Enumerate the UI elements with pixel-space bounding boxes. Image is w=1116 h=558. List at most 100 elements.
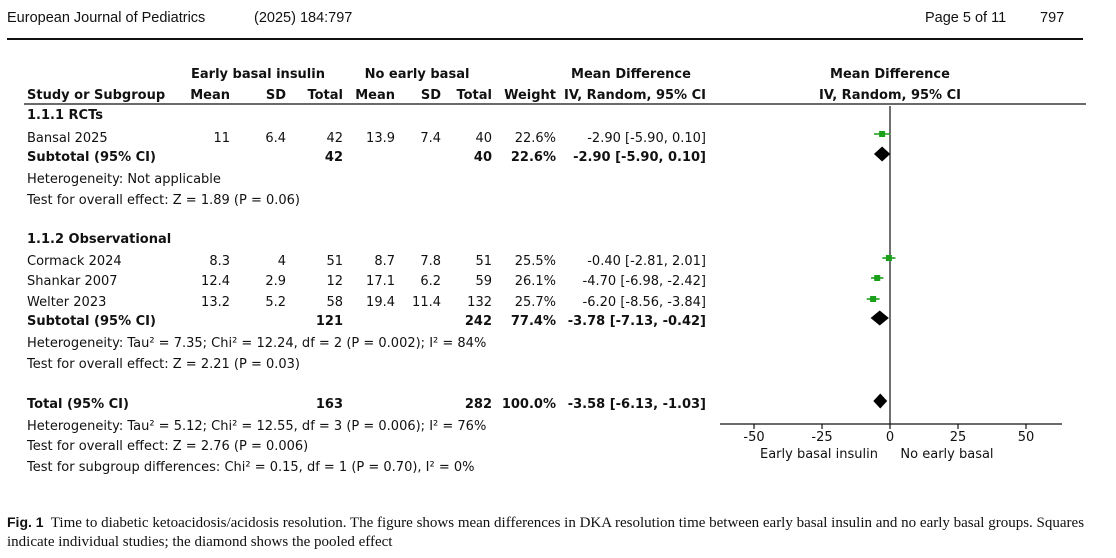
- grand-total-1: 163: [316, 397, 343, 412]
- study-square-marker: [885, 255, 892, 261]
- col-mean-1: Mean: [190, 88, 230, 103]
- subtotal-weight: 22.6%: [511, 150, 556, 165]
- figure-label: Fig. 1: [7, 514, 44, 530]
- total-1: 51: [326, 254, 343, 269]
- study-row: Welter 2023 13.2 5.2 58 19.4 11.4 132 25…: [27, 295, 706, 310]
- subtotal-total-1: 121: [316, 314, 343, 329]
- col-mean-2: Mean: [355, 88, 395, 103]
- sd-1: 4: [278, 254, 286, 269]
- total-label: Total (95% CI): [27, 397, 129, 412]
- pooled-diamond: [870, 310, 889, 326]
- study-row: Bansal 2025 11 6.4 42 13.9 7.4 40 22.6% …: [27, 131, 706, 146]
- subtotal-total-1: 42: [325, 150, 343, 165]
- article-number: 797: [1040, 10, 1065, 26]
- subtotal-label: Subtotal (95% CI): [27, 150, 156, 165]
- journal-name: European Journal of Pediatrics: [7, 10, 206, 26]
- col-weight: Weight: [504, 88, 556, 103]
- axis-label-right: No early basal: [900, 447, 993, 462]
- total-ci: -3.58 [-6.13, -1.03]: [568, 397, 706, 412]
- study-name: Shankar 2007: [27, 274, 118, 289]
- md-header-left: Mean Difference: [571, 67, 691, 82]
- overall-effect-text: Test for overall effect: Z = 2.21 (P = 0…: [26, 357, 300, 372]
- mean-difference-ci: -4.70 [-6.98, -2.42]: [583, 274, 706, 289]
- plot-subtitle: IV, Random, 95% CI: [819, 88, 961, 103]
- axis-label-left: Early basal insulin: [760, 447, 878, 462]
- col-sd-1: SD: [266, 88, 286, 103]
- col-study: Study or Subgroup: [27, 88, 165, 103]
- col-ci: IV, Random, 95% CI: [564, 88, 706, 103]
- caption-text: Time to diabetic ketoacidosis/acidosis r…: [7, 515, 1085, 550]
- plot-title: Mean Difference: [830, 67, 950, 82]
- subgroup1-title: 1.1.1 RCTs: [27, 108, 103, 123]
- subtotal-total-2: 40: [474, 150, 492, 165]
- subtotal-row: Subtotal (95% CI) 121 242 77.4% -3.78 [-…: [27, 314, 706, 329]
- total-1: 12: [326, 274, 343, 289]
- col-total-2: Total: [456, 88, 492, 103]
- weight: 22.6%: [515, 131, 556, 146]
- group1-header: Early basal insulin: [191, 67, 325, 82]
- total-2: 59: [475, 274, 492, 289]
- axis-ticks: -50 -25 0 25 50: [743, 424, 1034, 445]
- axis-tick-label: -25: [811, 430, 832, 445]
- pooled-diamond: [873, 146, 891, 162]
- mean-difference-ci: -6.20 [-8.56, -3.84]: [583, 295, 706, 310]
- total-2: 132: [467, 295, 492, 310]
- pooled-diamond: [873, 393, 888, 409]
- total-overall-effect-text: Test for overall effect: Z = 2.76 (P = 0…: [26, 439, 308, 454]
- weight: 26.1%: [515, 274, 556, 289]
- sd-2: 7.4: [420, 131, 441, 146]
- study-name: Cormack 2024: [27, 254, 122, 269]
- subtotal-row: Subtotal (95% CI) 42 40 22.6% -2.90 [-5.…: [27, 150, 706, 165]
- total-weight: 100.0%: [502, 397, 556, 412]
- forest-plot: -50 -25 0 25 50 Early basal insulin No early…: [720, 106, 1062, 462]
- study-square-marker: [879, 131, 886, 137]
- axis-tick-label: 0: [886, 430, 894, 445]
- subtotal-ci: -2.90 [-5.90, 0.10]: [573, 150, 706, 165]
- mean-difference-ci: -0.40 [-2.81, 2.01]: [587, 254, 706, 269]
- overall-effect-text: Test for overall effect: Z = 1.89 (P = 0…: [26, 193, 300, 208]
- study-square-marker: [874, 275, 881, 281]
- weight: 25.7%: [515, 295, 556, 310]
- plot-marks: [866, 131, 896, 409]
- col-total-1: Total: [307, 88, 343, 103]
- heterogeneity-text: Heterogeneity: Not applicable: [27, 172, 221, 187]
- sd-2: 6.2: [420, 274, 441, 289]
- total-row: Total (95% CI) 163 282 100.0% -3.58 [-6.…: [27, 397, 706, 412]
- weight: 25.5%: [515, 254, 556, 269]
- total-2: 40: [475, 131, 492, 146]
- sd-2: 7.8: [420, 254, 441, 269]
- page-number: Page 5 of 11: [925, 10, 1007, 26]
- grand-total-2: 282: [465, 397, 492, 412]
- study-row: Shankar 2007 12.4 2.9 12 17.1 6.2 59 26.…: [27, 274, 706, 289]
- mean-1: 11: [213, 131, 230, 146]
- mean-2: 13.9: [366, 131, 395, 146]
- issue-info: (2025) 184:797: [254, 10, 353, 26]
- axis-tick-label: -50: [743, 430, 764, 445]
- mean-2: 17.1: [366, 274, 395, 289]
- heterogeneity-text: Heterogeneity: Tau² = 7.35; Chi² = 12.24…: [27, 336, 486, 351]
- figure-caption: Fig. 1 Time to diabetic ketoacidosis/aci…: [7, 513, 1087, 552]
- subtotal-total-2: 242: [465, 314, 492, 329]
- study-name: Bansal 2025: [27, 131, 108, 146]
- forest-plot-figure: Early basal insulin No early basal Mean …: [24, 67, 1086, 475]
- study-square-marker: [870, 296, 877, 302]
- sd-1: 6.4: [265, 131, 286, 146]
- subtotal-ci: -3.78 [-7.13, -0.42]: [568, 314, 706, 329]
- axis-tick-label: 50: [1018, 430, 1035, 445]
- subgroup2-title: 1.1.2 Observational: [27, 232, 171, 247]
- header-rule: [7, 38, 1083, 40]
- total-2: 51: [475, 254, 492, 269]
- total-1: 58: [326, 295, 343, 310]
- sd-1: 2.9: [265, 274, 286, 289]
- subgroup-differences-text: Test for subgroup differences: Chi² = 0.…: [26, 460, 475, 475]
- group2-header: No early basal: [365, 67, 470, 82]
- subtotal-weight: 77.4%: [511, 314, 556, 329]
- mean-1: 12.4: [201, 274, 230, 289]
- mean-1: 8.3: [209, 254, 230, 269]
- mean-2: 8.7: [374, 254, 395, 269]
- total-heterogeneity-text: Heterogeneity: Tau² = 5.12; Chi² = 12.55…: [27, 419, 486, 434]
- mean-1: 13.2: [201, 295, 230, 310]
- mean-2: 19.4: [366, 295, 395, 310]
- sd-1: 5.2: [265, 295, 286, 310]
- axis-tick-label: 25: [950, 430, 967, 445]
